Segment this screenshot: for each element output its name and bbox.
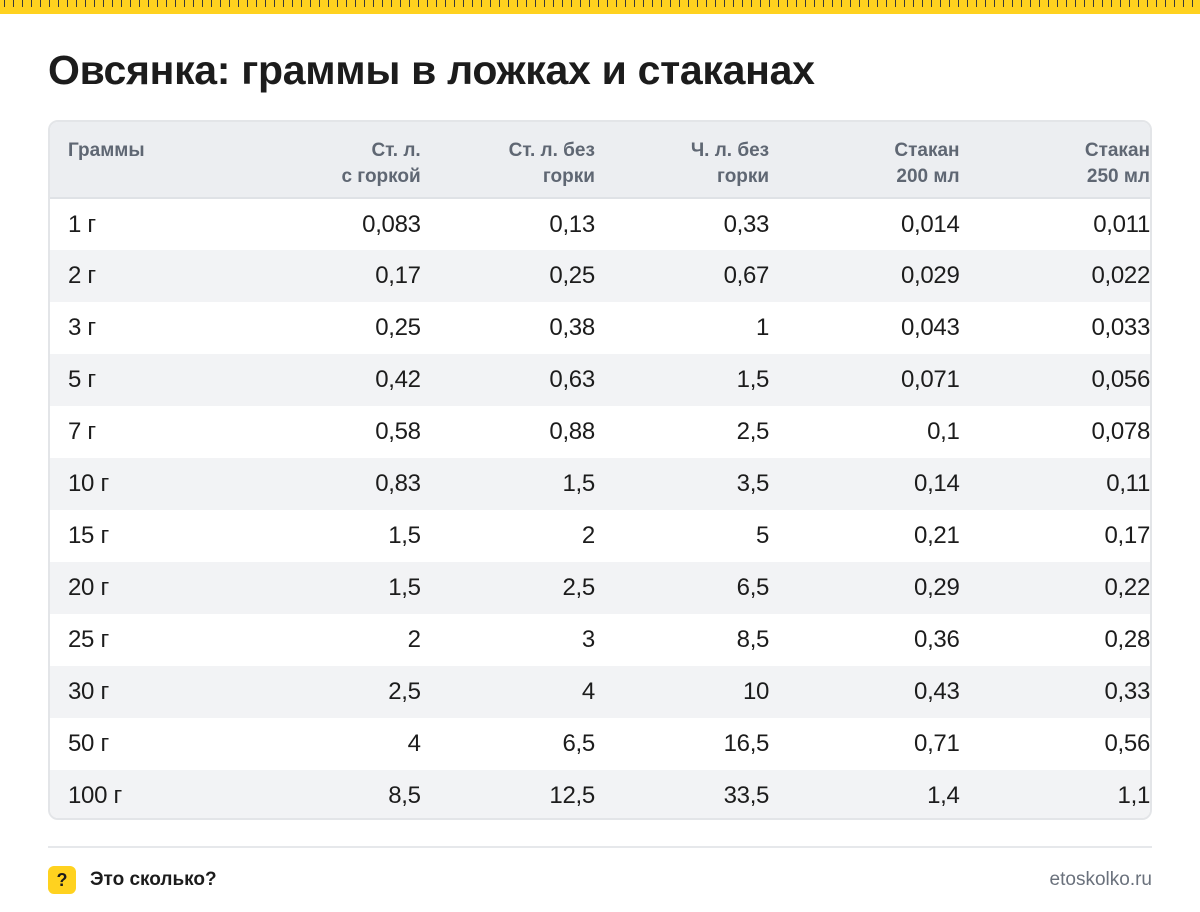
- grams-cell: 100 г: [68, 782, 122, 809]
- value-cell: 2,5: [388, 678, 421, 705]
- grams-cell: 2 г: [68, 262, 96, 289]
- grams-cell: 50 г: [68, 730, 109, 757]
- table-row: 100 г 8,5 12,5 33,5 1,4 1,1: [50, 770, 1150, 818]
- header-cup-250ml: Стакан 250 мл: [1084, 140, 1150, 187]
- value-cell: 0,083: [228, 197, 421, 250]
- value-cell: 0,056: [1091, 366, 1150, 393]
- value-cell: 10: [743, 678, 770, 705]
- table-row: 10 г 0,83 1,5 3,5 0,14 0,11: [50, 458, 1150, 510]
- grams-cell: 3 г: [68, 314, 96, 341]
- value-cell: 0,71: [914, 730, 960, 757]
- value-cell: 12,5: [549, 782, 595, 809]
- value-cell: 0,071: [900, 366, 960, 393]
- value-cell: 0,83: [375, 470, 421, 497]
- table-row: 25 г 2 3 8,5 0,36 0,28: [50, 614, 1150, 666]
- value-cell: 3,5: [736, 470, 770, 497]
- grams-cell: 25 г: [68, 626, 109, 653]
- value-cell: 0,011: [959, 197, 1150, 250]
- value-cell: 2,5: [562, 574, 595, 601]
- value-cell: 3: [581, 626, 595, 653]
- value-cell: 4: [407, 730, 421, 757]
- value-cell: 8,5: [388, 782, 421, 809]
- grams-cell: 20 г: [68, 574, 109, 601]
- grams-cell: 7 г: [68, 418, 96, 445]
- value-cell: 0,22: [1104, 574, 1150, 601]
- value-cell: 1: [756, 314, 770, 341]
- value-cell: 0,21: [914, 522, 960, 549]
- value-cell: 0,88: [549, 418, 595, 445]
- value-cell: 0,33: [594, 197, 769, 250]
- grams-cell: 10 г: [68, 470, 109, 497]
- question-mark-icon: ?: [48, 866, 76, 894]
- table-row: 50 г 4 6,5 16,5 0,71 0,56: [50, 718, 1150, 770]
- value-cell: 0,022: [1091, 262, 1150, 289]
- table-row: 1 г 0,083 0,13 0,33 0,014 0,011: [50, 197, 1150, 250]
- value-cell: 0,42: [375, 366, 421, 393]
- value-cell: 5: [756, 522, 770, 549]
- value-cell: 0,014: [769, 197, 960, 250]
- value-cell: 6,5: [562, 730, 595, 757]
- page-title: Овсянка: граммы в ложках и стаканах: [48, 47, 815, 93]
- value-cell: 0,25: [549, 262, 595, 289]
- grams-cell: 30 г: [68, 678, 109, 705]
- site-url: etoskolko.ru: [1049, 869, 1152, 890]
- value-cell: 0,29: [914, 574, 960, 601]
- header-tablespoon-level: Ст. л. без горки: [508, 140, 595, 187]
- value-cell: 0,38: [549, 314, 595, 341]
- value-cell: 0,033: [1091, 314, 1150, 341]
- value-cell: 1,5: [736, 366, 770, 393]
- value-cell: 16,5: [723, 730, 770, 757]
- value-cell: 0,56: [1104, 730, 1150, 757]
- brand-name: Это сколько?: [90, 869, 217, 890]
- conversion-table: Граммы Ст. л. с горкой Ст. л. без горки …: [48, 120, 1152, 820]
- value-cell: 0,67: [723, 262, 770, 289]
- value-cell: 0,33: [1104, 678, 1150, 705]
- value-cell: 1,4: [927, 782, 960, 809]
- header-teaspoon-level: Ч. л. без горки: [690, 140, 770, 187]
- value-cell: 8,5: [736, 626, 770, 653]
- value-cell: 0,11: [1106, 470, 1150, 497]
- value-cell: 0,17: [1104, 522, 1150, 549]
- value-cell: 0,1: [927, 418, 960, 445]
- value-cell: 1,1: [1117, 782, 1150, 809]
- value-cell: 2,5: [736, 418, 770, 445]
- value-cell: 0,043: [900, 314, 960, 341]
- header-tablespoon-heaped: Ст. л. с горкой: [341, 140, 421, 187]
- table-row: 20 г 1,5 2,5 6,5 0,29 0,22: [50, 562, 1150, 614]
- value-cell: 0,36: [914, 626, 960, 653]
- ruler-ticks-icon: [0, 0, 1200, 14]
- value-cell: 0,029: [900, 262, 960, 289]
- value-cell: 0,13: [420, 197, 595, 250]
- value-cell: 0,28: [1104, 626, 1150, 653]
- footer-brand: ? Это сколько?: [48, 866, 217, 894]
- grams-cell: 15 г: [68, 522, 109, 549]
- value-cell: 6,5: [736, 574, 770, 601]
- value-cell: 0,14: [914, 470, 960, 497]
- table-header-row: Граммы Ст. л. с горкой Ст. л. без горки …: [50, 122, 1150, 198]
- table-row: 5 г 0,42 0,63 1,5 0,071 0,056: [50, 354, 1150, 406]
- value-cell: 0,63: [549, 366, 595, 393]
- value-cell: 0,43: [914, 678, 960, 705]
- table-row: 30 г 2,5 4 10 0,43 0,33: [50, 666, 1150, 718]
- footer-divider: [48, 846, 1152, 848]
- header-cup-200ml: Стакан 200 мл: [894, 140, 960, 187]
- value-cell: 4: [581, 678, 595, 705]
- value-cell: 33,5: [723, 782, 770, 809]
- value-cell: 1,5: [388, 574, 421, 601]
- value-cell: 1,5: [562, 470, 595, 497]
- header-grams: Граммы: [68, 140, 145, 161]
- table-row: 3 г 0,25 0,38 1 0,043 0,033: [50, 302, 1150, 354]
- value-cell: 0,078: [1091, 418, 1150, 445]
- table-row: 2 г 0,17 0,25 0,67 0,029 0,022: [50, 250, 1150, 302]
- table-row: 15 г 1,5 2 5 0,21 0,17: [50, 510, 1150, 562]
- table-row: 7 г 0,58 0,88 2,5 0,1 0,078: [50, 406, 1150, 458]
- value-cell: 1,5: [388, 522, 421, 549]
- value-cell: 0,58: [375, 418, 421, 445]
- grams-cell: 1 г: [50, 197, 229, 250]
- value-cell: 0,25: [375, 314, 421, 341]
- value-cell: 2: [581, 522, 595, 549]
- value-cell: 0,17: [375, 262, 421, 289]
- value-cell: 2: [407, 626, 421, 653]
- grams-cell: 5 г: [68, 366, 96, 393]
